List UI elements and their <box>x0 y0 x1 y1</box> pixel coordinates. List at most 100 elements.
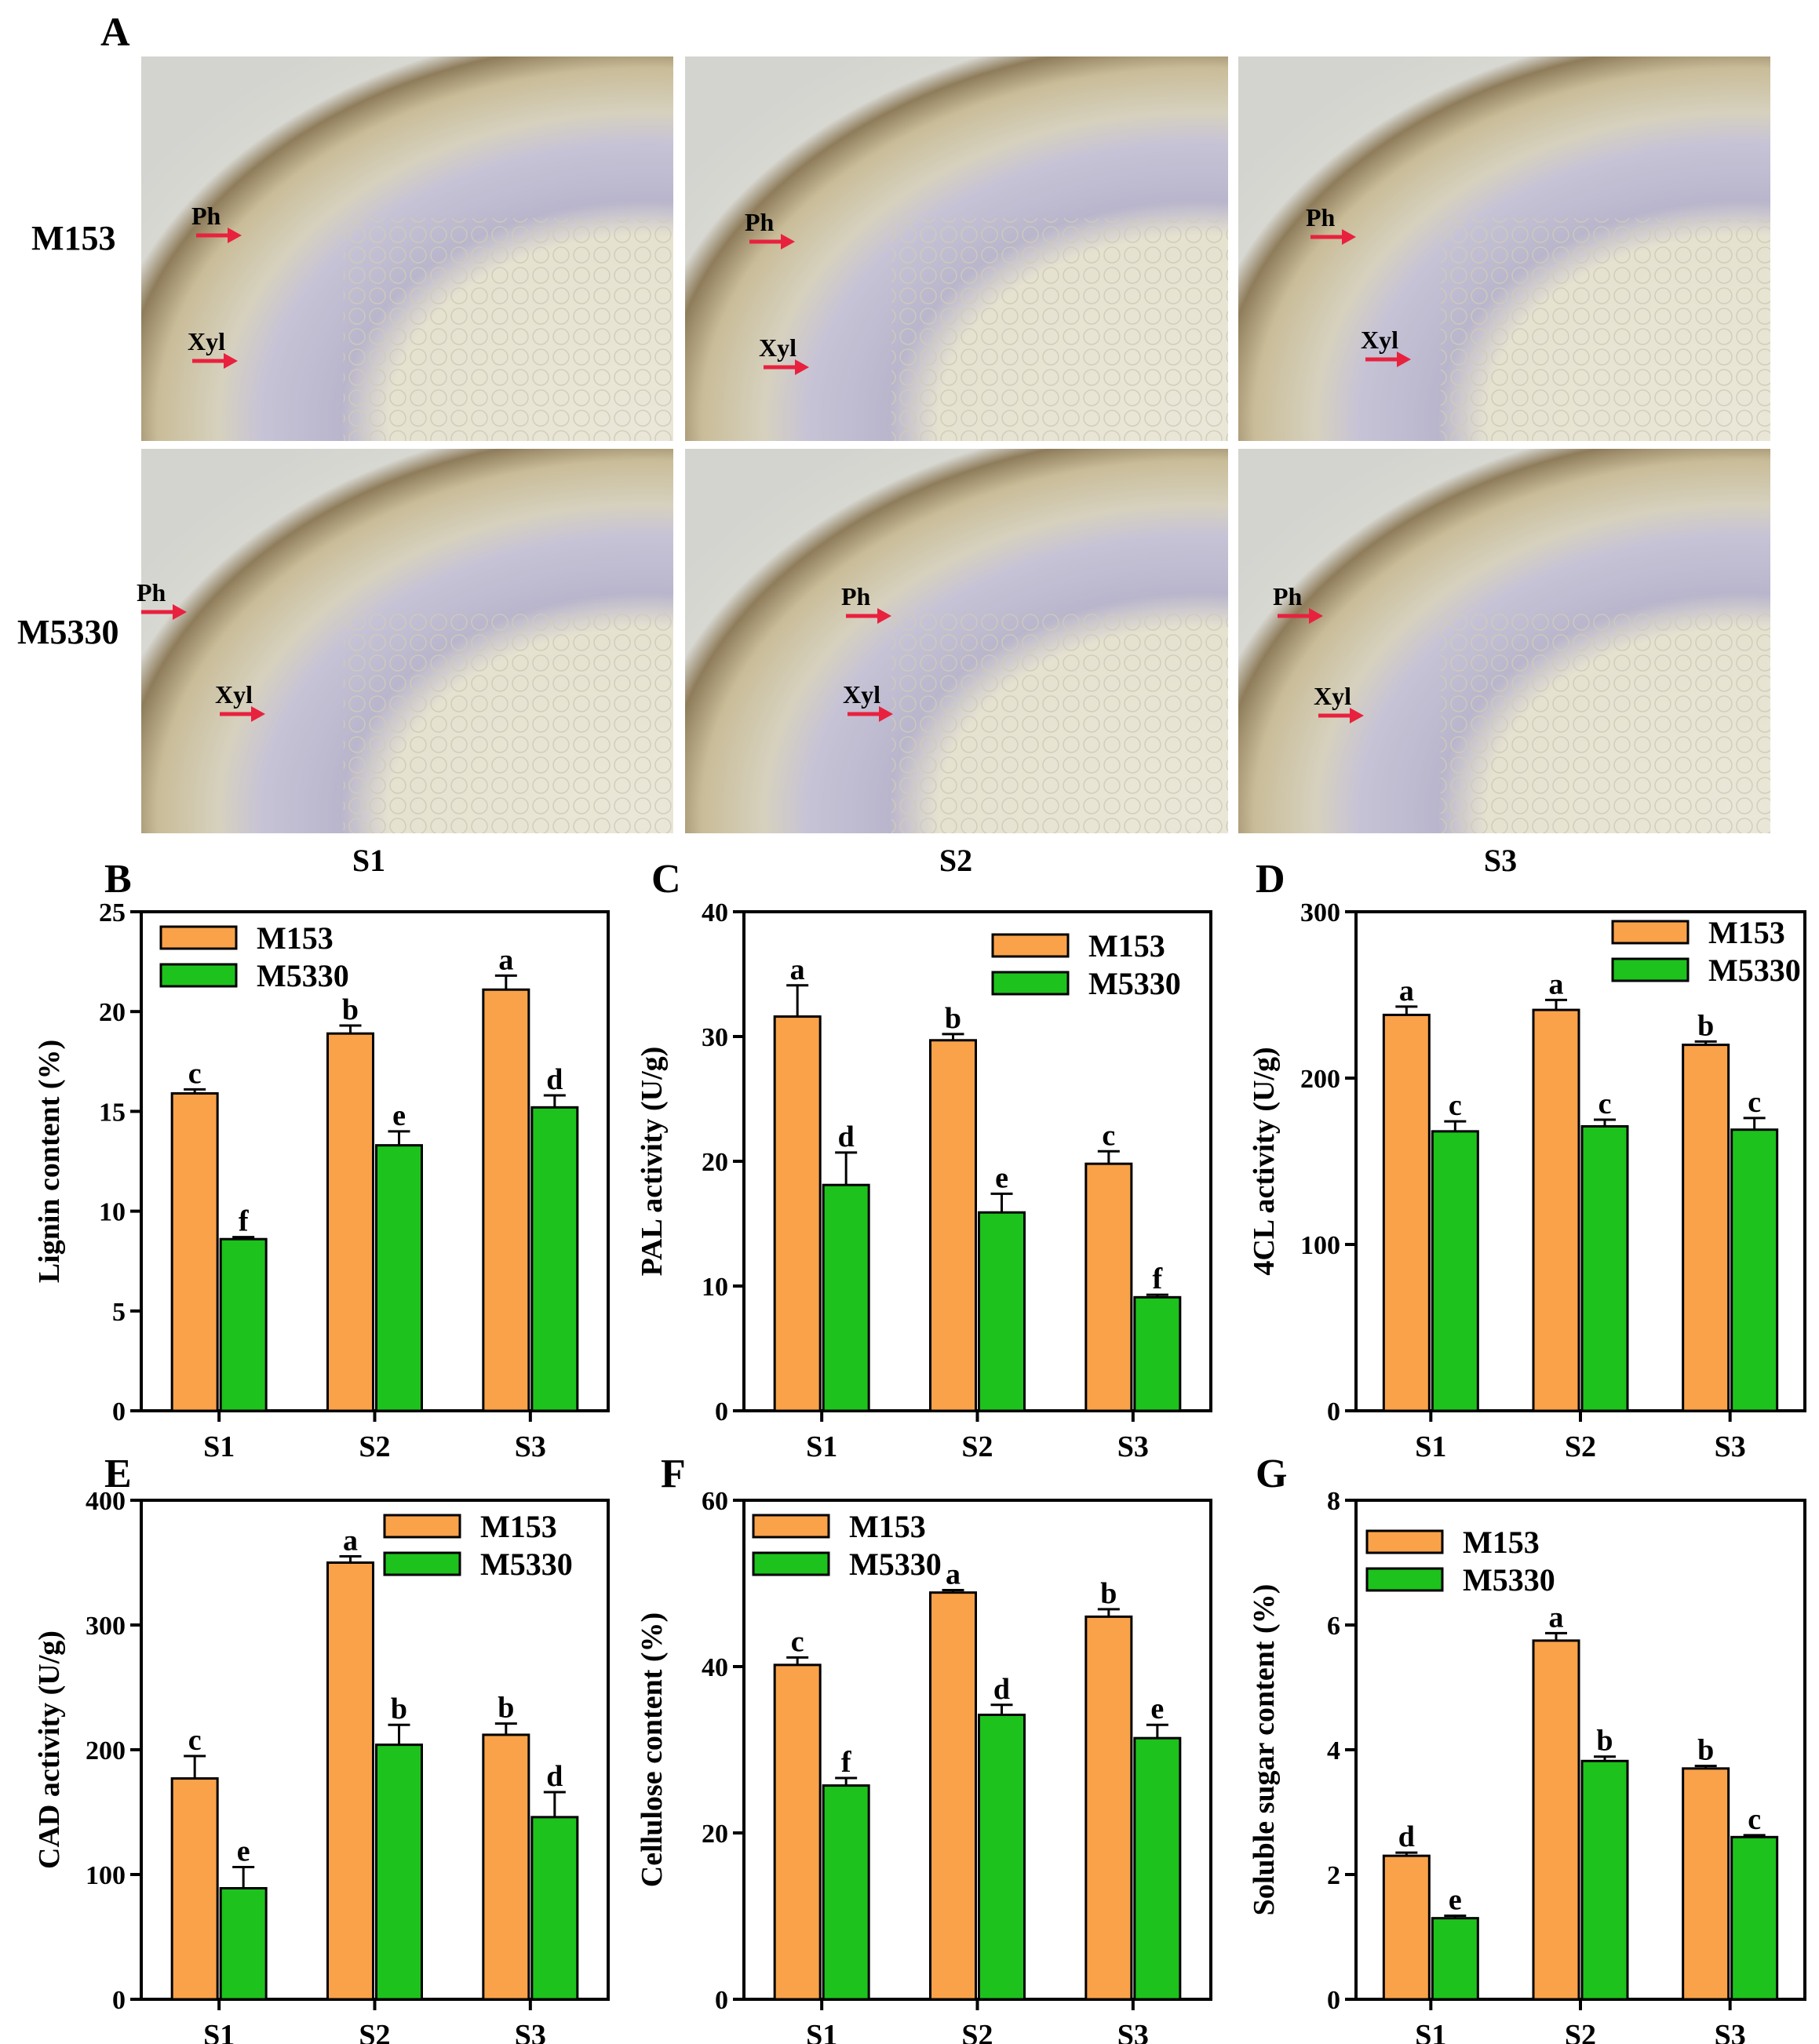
phloem-label: Ph <box>1273 582 1303 610</box>
legend-swatch-m5330 <box>159 963 238 988</box>
y-tick-label: 2 <box>1327 1861 1340 1890</box>
phloem-label: Ph <box>745 208 775 236</box>
micrograph-m5330-s3: Ph Xyl <box>1238 449 1770 833</box>
legend-label-m153: M153 <box>1463 1525 1540 1560</box>
y-tick-label: 25 <box>99 898 126 927</box>
significance-letter: b <box>1596 1725 1613 1758</box>
micrograph-m153-s3: Ph Xyl <box>1238 56 1770 441</box>
chart-g: G 0 2 4 6 8 Soluble sugar content (%) S1 d e S2 a b S… <box>1248 1452 1806 2044</box>
pointer-arrow-head-icon <box>173 604 187 620</box>
significance-letter: a <box>1549 1601 1564 1634</box>
chart-c: C 0 10 20 30 40 PAL activity (U/g) S1 a d S2 b e S3 c f… <box>636 857 1212 1463</box>
bar-m153 <box>1682 1767 1730 2001</box>
legend-swatch-m153 <box>1365 1529 1444 1554</box>
y-tick-label: 20 <box>702 1148 728 1177</box>
significance-letter: c <box>1748 1803 1761 1836</box>
x-tick-label: S1 <box>1415 2019 1446 2044</box>
legend-label-m5330: M5330 <box>1088 966 1181 1001</box>
significance-letter: b <box>1697 1734 1714 1767</box>
x-tick-label: S2 <box>961 2019 993 2044</box>
significance-letter: e <box>995 1161 1008 1194</box>
x-tick-label: S1 <box>806 2019 837 2044</box>
micrograph-grid: Ph Xyl Ph Xyl Ph Xyl Ph Xyl Ph Xyl Ph Xyl <box>137 56 1770 833</box>
y-axis-title: CAD activity (U/g) <box>33 1630 66 1869</box>
y-tick-label: 40 <box>702 1653 728 1682</box>
significance-letter: e <box>1449 1883 1462 1916</box>
panel-letter-f: F <box>661 1452 686 1496</box>
significance-letter: c <box>188 1724 202 1757</box>
y-tick-label: 4 <box>1327 1736 1340 1765</box>
bar-m5330 <box>1730 1835 1779 2001</box>
y-tick-label: 200 <box>1300 1065 1340 1094</box>
legend-label-m153: M153 <box>1708 915 1785 950</box>
legend-label-m5330: M5330 <box>480 1547 573 1582</box>
x-tick-label: S2 <box>359 2019 390 2044</box>
micrograph-m5330-s2: Ph Xyl <box>685 449 1228 833</box>
significance-letter: a <box>498 943 513 976</box>
x-tick-label: S3 <box>515 2019 546 2044</box>
significance-letter: d <box>838 1120 855 1153</box>
legend-swatch-m153 <box>752 1514 830 1539</box>
legend-swatch-m153 <box>1611 920 1690 945</box>
bar-m5330 <box>1431 1130 1479 1412</box>
y-axis-title: PAL activity (U/g) <box>636 1047 669 1277</box>
pointer-arrow-head-icon <box>228 228 242 243</box>
legend-swatch-m5330 <box>991 971 1070 996</box>
bar-m5330 <box>1580 1759 1629 2001</box>
y-axis-title: Soluble sugar content (%) <box>1248 1584 1281 1916</box>
legend-label-m5330: M5330 <box>1708 953 1801 988</box>
phloem-label: Ph <box>841 582 871 610</box>
bar-m153 <box>1532 1008 1580 1412</box>
panel-letter-e: E <box>104 1452 132 1496</box>
legend-label-m153: M153 <box>849 1509 926 1544</box>
y-tick-label: 15 <box>99 1098 126 1127</box>
significance-letter: c <box>791 1625 804 1658</box>
bar-m5330 <box>978 1211 1026 1412</box>
bar-m5330 <box>1133 1295 1182 1412</box>
bar-m5330 <box>530 1106 579 1412</box>
bar-m153 <box>1382 1854 1431 2001</box>
pointer-arrow-head-icon <box>877 608 891 624</box>
pointer-arrow-head-icon <box>251 706 265 722</box>
bar-m153 <box>773 1015 822 1412</box>
significance-letter: d <box>546 1760 563 1793</box>
significance-letter: f <box>239 1205 250 1238</box>
bar-m153 <box>929 1039 977 1412</box>
significance-letter: f <box>1153 1262 1164 1295</box>
significance-letter: d <box>1398 1820 1415 1853</box>
y-tick-label: 100 <box>1300 1231 1340 1260</box>
y-tick-label: 20 <box>99 998 126 1027</box>
legend-swatch-m5330 <box>383 1551 461 1576</box>
pointer-arrow-head-icon <box>1309 608 1323 624</box>
bar-m153 <box>1084 1162 1133 1412</box>
y-tick-label: 0 <box>112 1986 126 2015</box>
micrograph-m153-s1: Ph Xyl <box>141 56 673 441</box>
y-tick-label: 0 <box>715 1986 728 2015</box>
y-tick-label: 100 <box>86 1861 126 1890</box>
pointer-arrow-head-icon <box>1397 352 1411 367</box>
column-label-s2: S2 <box>939 843 972 878</box>
bar-m153 <box>929 1591 977 2001</box>
significance-letter: b <box>1100 1577 1117 1610</box>
y-tick-label: 10 <box>99 1198 126 1227</box>
y-tick-label: 60 <box>702 1487 728 1516</box>
legend-swatch-m153 <box>159 925 238 950</box>
legend-label-m5330: M5330 <box>257 958 349 993</box>
y-tick-label: 0 <box>1327 1986 1340 2015</box>
micrograph-pith-cells <box>343 610 673 833</box>
micrograph-pith-cells <box>1440 610 1770 833</box>
y-axis-title: 4CL activity (U/g) <box>1248 1047 1281 1275</box>
bar-m153 <box>326 1561 374 2001</box>
bar-m5330 <box>978 1713 1026 2001</box>
significance-letter: a <box>946 1558 961 1590</box>
bar-m5330 <box>1133 1736 1182 2001</box>
bar-m5330 <box>375 1144 423 1412</box>
pointer-arrow-head-icon <box>879 706 893 722</box>
x-tick-label: S3 <box>1715 2019 1746 2044</box>
legend-label-m153: M153 <box>257 920 334 956</box>
chart-f: F 0 20 40 60 Cellulose content (%) S1 c f S2 a d S3 b… <box>636 1452 1212 2044</box>
x-tick-label: S2 <box>1565 1430 1596 1463</box>
panel-letter-b: B <box>104 857 132 902</box>
significance-letter: c <box>1598 1088 1612 1120</box>
xylem-label: Xyl <box>188 327 225 355</box>
